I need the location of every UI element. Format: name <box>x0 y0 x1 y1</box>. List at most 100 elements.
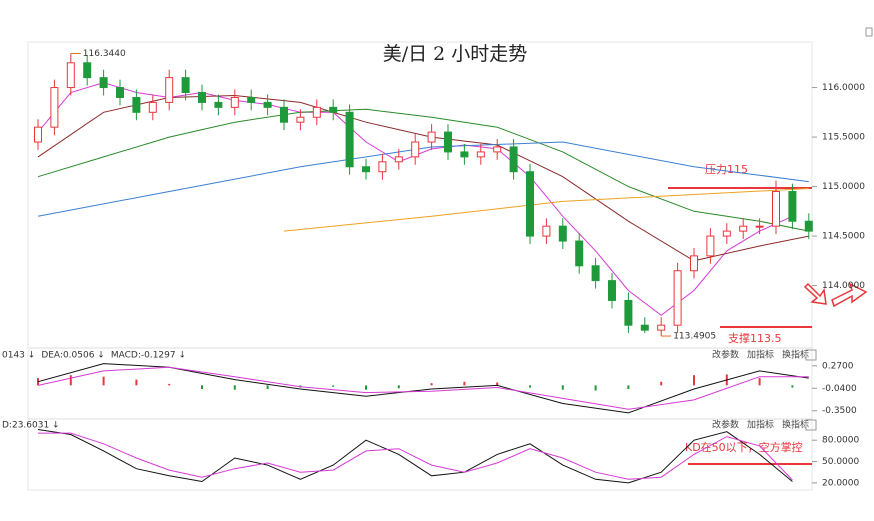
candle-body <box>66 62 75 89</box>
candle-body <box>706 235 715 257</box>
histogram-bar <box>37 378 39 386</box>
candle-body <box>34 126 42 143</box>
support-label: 支撑113.5 <box>728 331 782 345</box>
candle-body <box>444 131 452 153</box>
histogram-bar <box>529 385 531 388</box>
y-tick-label: 80.0000 <box>822 436 859 446</box>
candle-body <box>50 87 59 128</box>
y-tick-label: 114.5000 <box>822 232 865 242</box>
y-tick-label: -0.3500 <box>822 406 857 416</box>
y-tick-label: 0.2700 <box>822 361 854 371</box>
window-icon[interactable] <box>865 27 873 37</box>
candle-body <box>427 131 436 143</box>
y-tick-label: 116.0000 <box>822 83 865 93</box>
candle-body <box>542 225 551 237</box>
candle-body <box>460 151 469 158</box>
histogram-bar <box>102 376 105 386</box>
candle-body <box>247 96 256 103</box>
candle-body <box>132 96 141 113</box>
chart-title: 美/日 2 小时走势 <box>383 43 528 65</box>
candle-body <box>378 161 387 173</box>
candle-body <box>198 92 206 103</box>
candle-body <box>280 106 288 123</box>
candle-body <box>804 220 813 232</box>
candle-body <box>640 324 649 331</box>
histogram-bar <box>496 382 499 386</box>
legend-text: DEA:0.0506 ↓ <box>41 351 105 361</box>
candle-body <box>657 324 666 331</box>
legend-text: D:23.6031 ↓ <box>2 421 60 431</box>
arrow-right <box>831 282 868 308</box>
y-tick-label: -0.0400 <box>822 384 857 394</box>
histogram-bar <box>365 385 367 390</box>
frame <box>27 41 813 491</box>
candle-body <box>673 270 682 326</box>
candle-body <box>608 280 616 301</box>
candle-body <box>165 77 174 103</box>
candle-body <box>772 191 780 227</box>
legend-text: MACD:-0.1297 ↓ <box>111 351 186 361</box>
line <box>37 108 809 232</box>
line <box>37 366 809 410</box>
histogram-bar <box>69 375 72 386</box>
candle-body <box>509 146 518 173</box>
candle-body <box>116 87 124 98</box>
candle-body <box>575 240 584 267</box>
candle-body <box>148 101 157 113</box>
candle-body <box>722 230 731 237</box>
candle-body <box>493 146 502 153</box>
candle-body <box>411 141 420 158</box>
histogram-bar <box>168 383 171 386</box>
y-tick-label: 115.5000 <box>822 133 865 143</box>
candle-body <box>690 255 698 272</box>
candle-body <box>312 106 321 118</box>
kd-label: KD在50以下，空方掌控 <box>685 440 803 454</box>
toolbar-button: 改参数 <box>712 349 739 361</box>
line <box>283 188 809 232</box>
histogram-bar <box>791 385 794 388</box>
toolbar-button: 加指标 <box>747 419 774 431</box>
candle-body <box>755 225 764 228</box>
toolbar-button: 换指标 <box>782 419 809 431</box>
y-tick-label: 50.0000 <box>822 457 859 467</box>
candle-body <box>362 166 370 173</box>
candle-body <box>345 111 354 168</box>
candle-body <box>624 299 633 326</box>
histogram-bar <box>135 379 138 386</box>
y-tick-label: 20.0000 <box>822 478 859 488</box>
candle-body <box>181 77 190 93</box>
histogram-bar <box>561 385 564 390</box>
arrow-down <box>803 282 827 305</box>
histogram-bar <box>594 385 597 391</box>
line <box>38 432 793 481</box>
legend-text: 0143 ↓ <box>2 351 35 361</box>
candle-body <box>214 101 223 108</box>
high-label: 116.3440 <box>83 49 126 59</box>
candle-body <box>788 191 797 222</box>
candle-body <box>99 77 108 89</box>
histogram-bar <box>397 385 400 389</box>
candle-body <box>263 101 272 108</box>
histogram-bar <box>266 385 269 389</box>
candle-body <box>558 225 567 242</box>
toolbar-button: 加指标 <box>747 349 774 361</box>
line <box>37 429 793 484</box>
histogram-bar <box>660 381 663 386</box>
close-button[interactable] <box>805 349 817 361</box>
candle-body <box>83 62 92 79</box>
close-button[interactable] <box>805 419 817 431</box>
candle-body <box>591 265 600 282</box>
candle-body <box>230 96 239 108</box>
histogram-bar <box>233 385 236 390</box>
histogram-bar <box>758 378 761 386</box>
candle-body <box>296 116 305 123</box>
candle-body <box>394 156 403 163</box>
low-label: 113.4905 <box>673 332 716 342</box>
y-tick-label: 115.0000 <box>822 182 865 192</box>
histogram-bar <box>430 383 433 386</box>
y-tick-label: 114.0000 <box>822 281 865 291</box>
histogram-bar <box>332 385 335 387</box>
histogram-bar <box>627 385 630 389</box>
